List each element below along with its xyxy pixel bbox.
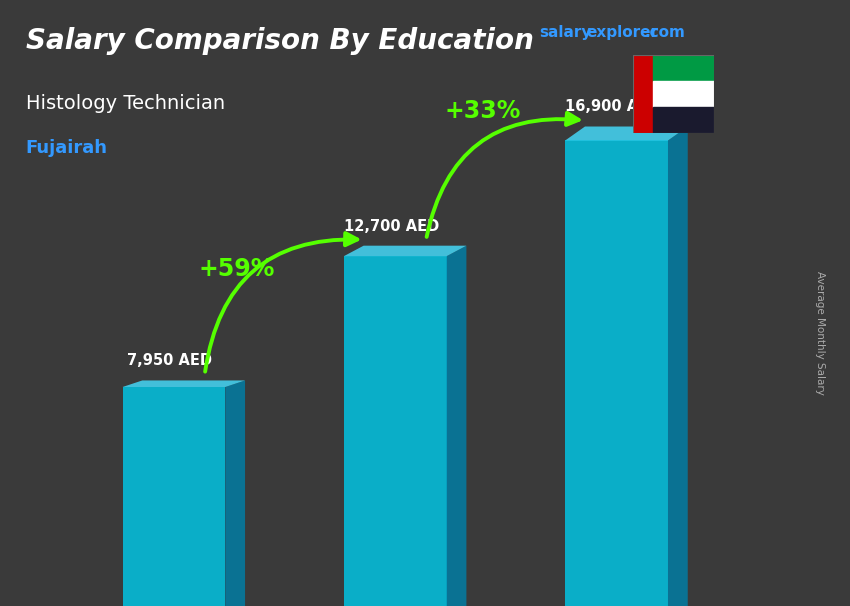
Polygon shape xyxy=(225,381,245,606)
Text: Salary Comparison By Education: Salary Comparison By Education xyxy=(26,27,534,55)
Text: .com: .com xyxy=(644,25,685,41)
Text: Average Monthly Salary: Average Monthly Salary xyxy=(815,271,825,395)
Polygon shape xyxy=(446,245,467,606)
Text: +59%: +59% xyxy=(199,258,275,281)
Bar xyxy=(633,55,654,133)
Bar xyxy=(654,55,714,81)
Polygon shape xyxy=(565,141,668,606)
Text: +33%: +33% xyxy=(444,99,520,123)
Text: 16,900 AED: 16,900 AED xyxy=(565,99,660,115)
Bar xyxy=(654,107,714,133)
Text: explorer: explorer xyxy=(586,25,659,41)
Polygon shape xyxy=(668,127,688,606)
Bar xyxy=(654,81,714,107)
Text: Histology Technician: Histology Technician xyxy=(26,94,224,113)
Polygon shape xyxy=(122,387,225,606)
Text: Fujairah: Fujairah xyxy=(26,139,107,158)
Text: 12,700 AED: 12,700 AED xyxy=(343,219,439,233)
Polygon shape xyxy=(344,245,467,256)
Text: 7,950 AED: 7,950 AED xyxy=(128,353,212,368)
Polygon shape xyxy=(344,256,446,606)
Polygon shape xyxy=(565,127,688,141)
Polygon shape xyxy=(122,381,245,387)
Text: salary: salary xyxy=(540,25,592,41)
